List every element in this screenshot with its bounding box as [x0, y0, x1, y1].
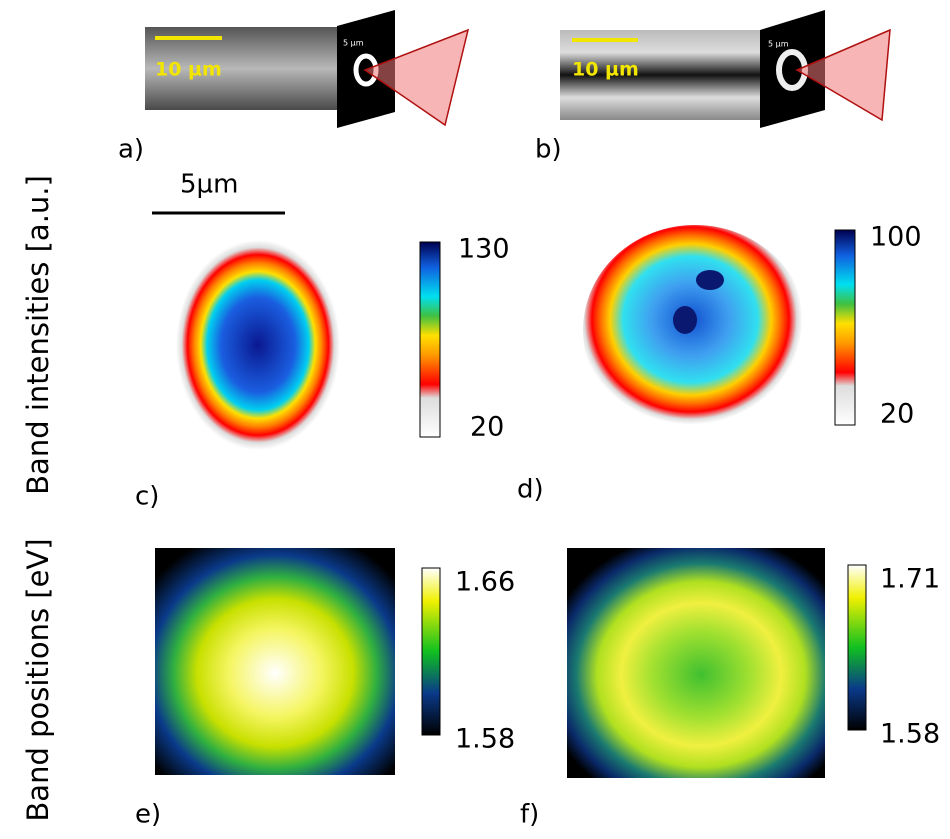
- colorbar: [419, 241, 441, 438]
- fiber-image: [560, 30, 765, 120]
- panel-label: b): [535, 135, 562, 165]
- panel-label: c): [135, 482, 159, 512]
- colorbar-max: 1.66: [455, 567, 515, 598]
- side-label: Band intensities [a.u.]: [21, 175, 55, 495]
- laser-cone: [363, 28, 470, 127]
- position-map: [567, 548, 825, 778]
- inset-scale-text: 5 µm: [343, 39, 364, 48]
- intensity-spot: [673, 306, 697, 334]
- inset-scale-text: 5 µm: [768, 40, 789, 49]
- colorbar-min: 20: [470, 412, 504, 443]
- scale-text: 10 µm: [572, 59, 639, 81]
- panel-label: f): [520, 800, 539, 830]
- colorbar-min: 1.58: [880, 719, 940, 750]
- colorbar-min: 20: [880, 399, 914, 430]
- colorbar: [847, 564, 867, 731]
- colorbar-max: 1.71: [880, 564, 940, 595]
- intensity-map: [583, 225, 807, 435]
- colorbar: [421, 567, 441, 736]
- laser-cone: [795, 28, 891, 122]
- colorbar: [834, 229, 856, 426]
- colorbar-max: 100: [870, 222, 922, 253]
- colorbar-max: 130: [458, 234, 510, 265]
- panel-label: a): [118, 135, 144, 165]
- intensity-map: [176, 240, 340, 450]
- panel-label: e): [135, 800, 161, 830]
- side-label: Band positions [eV]: [21, 538, 55, 821]
- scale-text: 10 µm: [155, 59, 222, 81]
- scale-bar-text: 5µm: [180, 170, 238, 200]
- colorbar-min: 1.58: [455, 724, 515, 755]
- fiber-image: [145, 27, 340, 110]
- position-map: [155, 548, 395, 775]
- intensity-spot: [696, 270, 724, 290]
- cross-section: [760, 10, 825, 128]
- panel-label: d): [517, 475, 544, 505]
